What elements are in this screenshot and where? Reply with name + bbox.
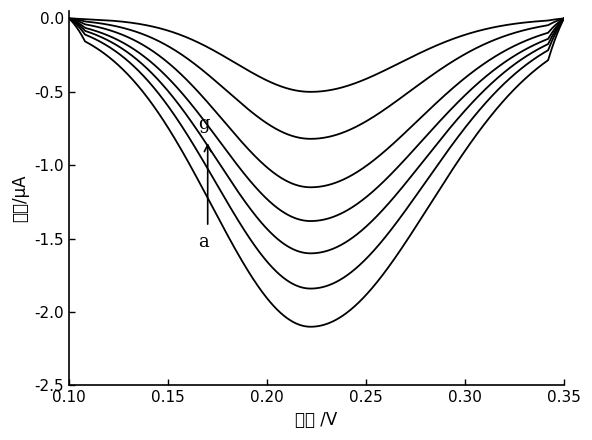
Text: g: g (198, 115, 210, 133)
X-axis label: 电位 /V: 电位 /V (295, 411, 337, 429)
Text: a: a (198, 233, 208, 251)
Y-axis label: 电流/μA: 电流/μA (11, 175, 29, 222)
